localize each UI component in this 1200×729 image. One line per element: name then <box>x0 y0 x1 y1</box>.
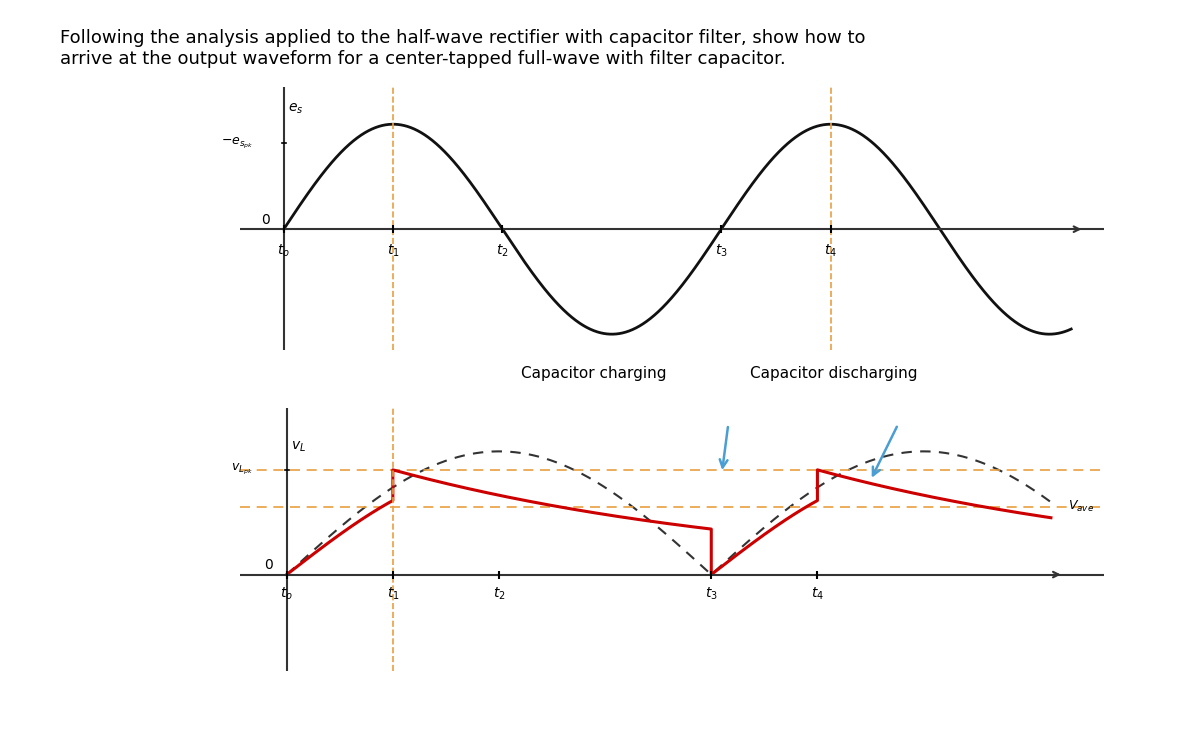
Text: $t_1$: $t_1$ <box>386 585 400 602</box>
Text: $0$: $0$ <box>264 558 274 572</box>
Text: $t_o$: $t_o$ <box>281 585 293 602</box>
Text: $V_{ave}$: $V_{ave}$ <box>1068 499 1094 515</box>
Text: $v_{L_{pk}}$: $v_{L_{pk}}$ <box>230 462 253 477</box>
Text: $t_4$: $t_4$ <box>824 243 838 260</box>
Text: Capacitor discharging: Capacitor discharging <box>750 366 918 381</box>
Text: $t_2$: $t_2$ <box>496 243 509 260</box>
Text: $t_3$: $t_3$ <box>715 243 727 260</box>
Text: $t_2$: $t_2$ <box>493 585 505 602</box>
Text: $t_3$: $t_3$ <box>704 585 718 602</box>
Text: $0$: $0$ <box>260 213 271 227</box>
Text: $e_s$: $e_s$ <box>288 101 304 116</box>
Text: Capacitor charging: Capacitor charging <box>521 366 667 381</box>
Text: Following the analysis applied to the half-wave rectifier with capacitor filter,: Following the analysis applied to the ha… <box>60 29 865 68</box>
Text: $t_o$: $t_o$ <box>277 243 290 260</box>
Text: $-e_{s_{pk}}$: $-e_{s_{pk}}$ <box>221 136 253 151</box>
Text: $t_1$: $t_1$ <box>386 243 400 260</box>
Text: $t_4$: $t_4$ <box>811 585 824 602</box>
Text: $v_L$: $v_L$ <box>290 440 306 454</box>
